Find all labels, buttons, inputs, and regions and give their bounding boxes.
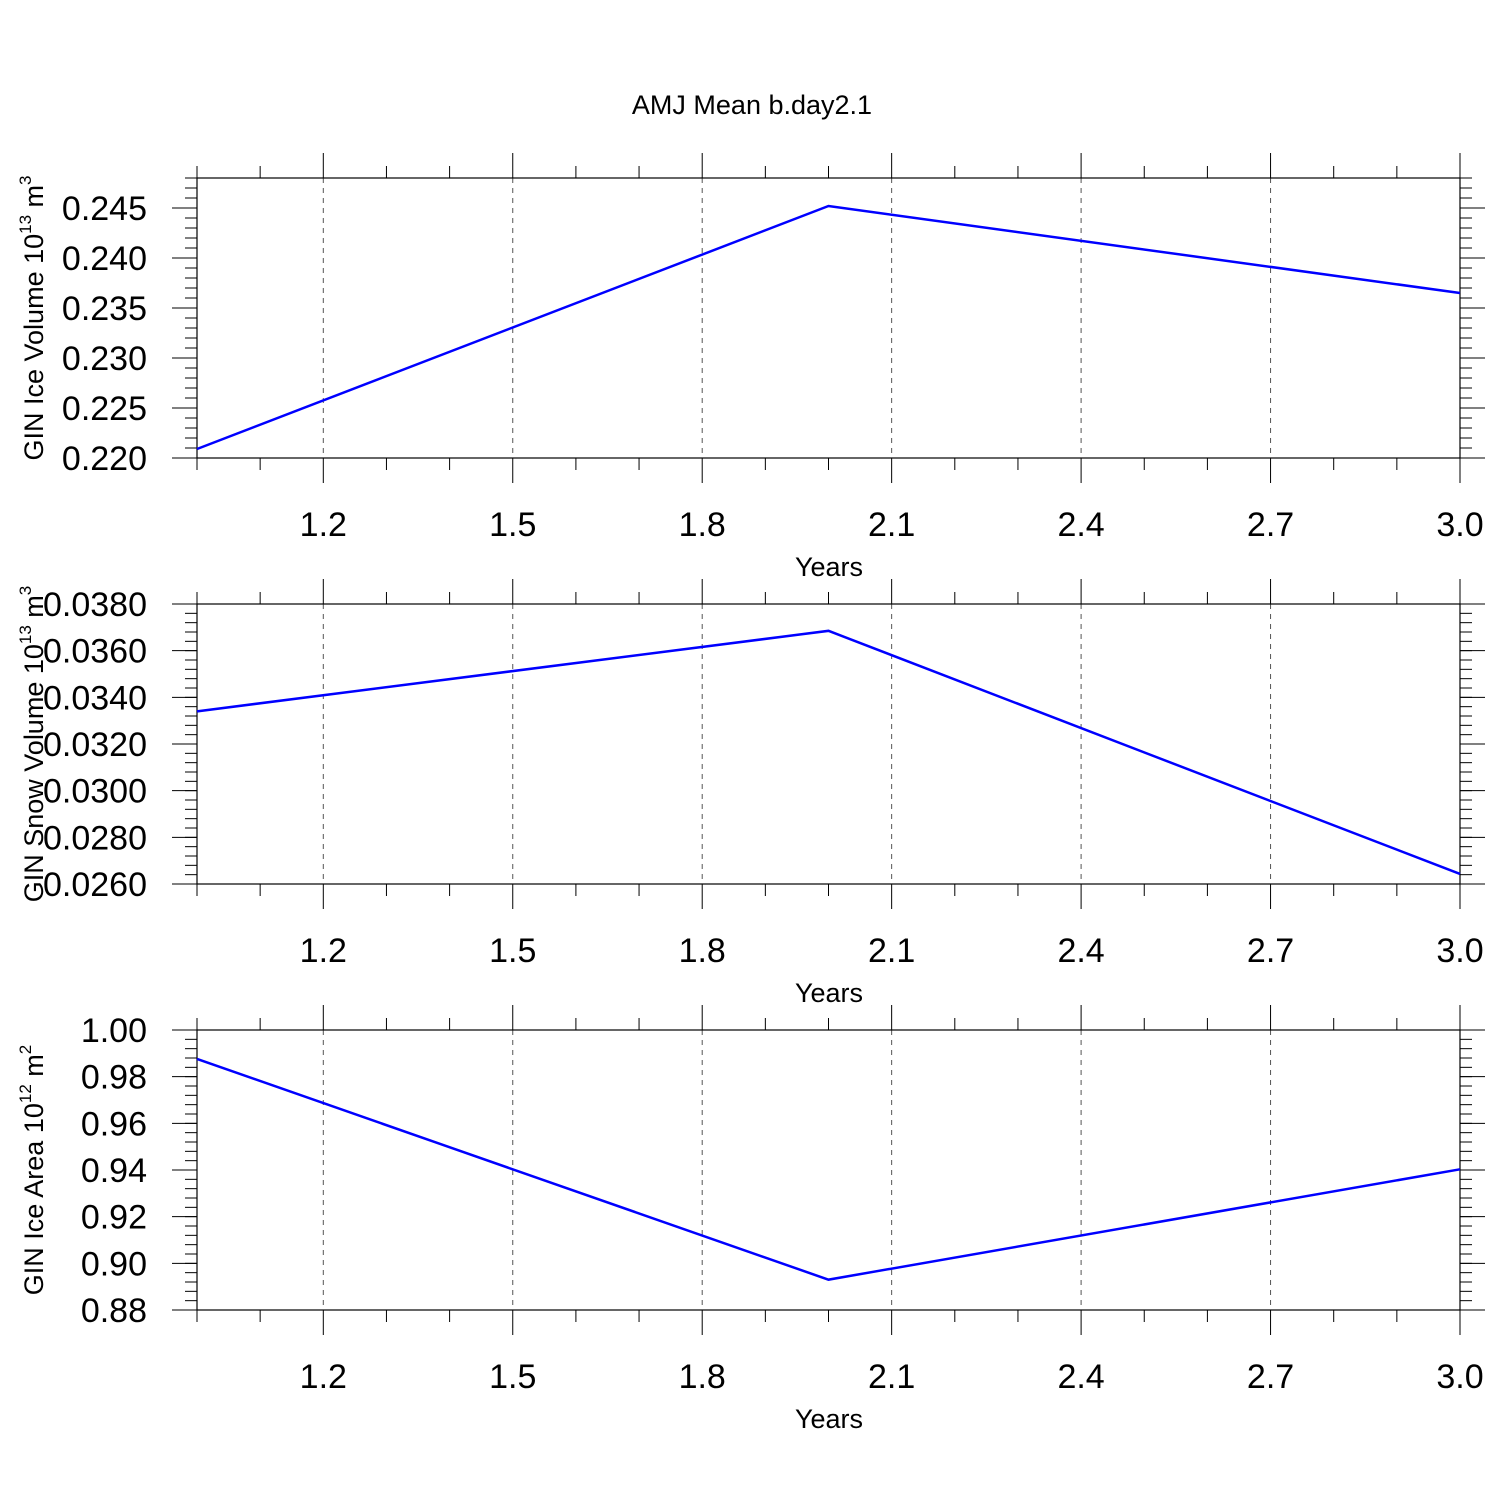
x-tick-label: 2.7 <box>1247 932 1294 970</box>
y-tick-label: 0.240 <box>62 240 147 278</box>
x-tick-label: 1.5 <box>489 932 536 970</box>
x-tick-label: 2.7 <box>1247 1358 1294 1396</box>
x-axis-title: Years <box>795 1404 863 1434</box>
x-axis-title: Years <box>795 552 863 582</box>
y-tick-label: 0.245 <box>62 190 147 228</box>
y-tick-label: 0.0360 <box>43 633 147 671</box>
y-tick-label: 0.230 <box>62 340 147 378</box>
x-tick-label: 1.5 <box>489 1358 536 1396</box>
x-tick-label: 1.2 <box>300 932 347 970</box>
x-tick-label: 1.8 <box>679 506 726 544</box>
y-tick-label: 1.00 <box>81 1012 147 1050</box>
y-tick-label: 0.88 <box>81 1292 147 1330</box>
y-tick-label: 0.96 <box>81 1105 147 1143</box>
y-tick-label: 0.98 <box>81 1059 147 1097</box>
x-tick-label: 2.4 <box>1057 1358 1104 1396</box>
x-tick-label: 1.5 <box>489 506 536 544</box>
x-tick-label: 3.0 <box>1436 932 1483 970</box>
chart-panel-1: 0.220 0.225 0.230 0.235 0.240 0.245 1.2 1.5 1.8 2… <box>16 153 1485 582</box>
chart-panel-2: 0.0260 0.0280 0.0300 0.0320 0.0340 0.0360 0.03… <box>16 579 1485 1008</box>
chart-panel-3: 0.88 0.90 0.92 0.94 0.96 0.98 1.00 1.2 1.5 1.8 2.1… <box>16 1005 1485 1434</box>
x-tick-label: 2.1 <box>868 1358 915 1396</box>
y-tick-label: 0.0340 <box>43 679 147 717</box>
chart-title: AMJ Mean b.day2.1 <box>632 90 872 120</box>
y-tick-label: 0.235 <box>62 290 147 328</box>
x-tick-label: 3.0 <box>1436 1358 1483 1396</box>
y-tick-label: 0.90 <box>81 1245 147 1283</box>
x-tick-label: 2.1 <box>868 932 915 970</box>
x-tick-label: 2.4 <box>1057 506 1104 544</box>
y-axis-title: GIN Snow Volume 1013 m3 <box>16 586 49 903</box>
y-tick-label: 0.94 <box>81 1152 147 1190</box>
y-axis-title: GIN Ice Volume 1013 m3 <box>16 175 49 460</box>
x-tick-label: 2.7 <box>1247 506 1294 544</box>
y-tick-label: 0.0260 <box>43 866 147 904</box>
series-line <box>196 1057 1461 1281</box>
x-tick-label: 2.4 <box>1057 932 1104 970</box>
y-tick-label: 0.225 <box>62 390 147 428</box>
series-line <box>196 629 1461 876</box>
x-tick-label: 1.2 <box>300 1358 347 1396</box>
y-tick-label: 0.92 <box>81 1199 147 1237</box>
x-tick-label: 1.8 <box>679 1358 726 1396</box>
y-tick-label: 0.0280 <box>43 819 147 857</box>
x-tick-label: 1.2 <box>300 506 347 544</box>
y-tick-label: 0.0320 <box>43 726 147 764</box>
y-tick-label: 0.0300 <box>43 773 147 811</box>
x-tick-label: 2.1 <box>868 506 915 544</box>
x-tick-label: 3.0 <box>1436 506 1483 544</box>
x-axis-title: Years <box>795 978 863 1008</box>
y-tick-label: 0.0380 <box>43 586 147 624</box>
y-tick-label: 0.220 <box>62 440 147 478</box>
x-tick-label: 1.8 <box>679 932 726 970</box>
y-axis-title: GIN Ice Area 1012 m2 <box>16 1045 49 1296</box>
series-line <box>196 204 1461 451</box>
